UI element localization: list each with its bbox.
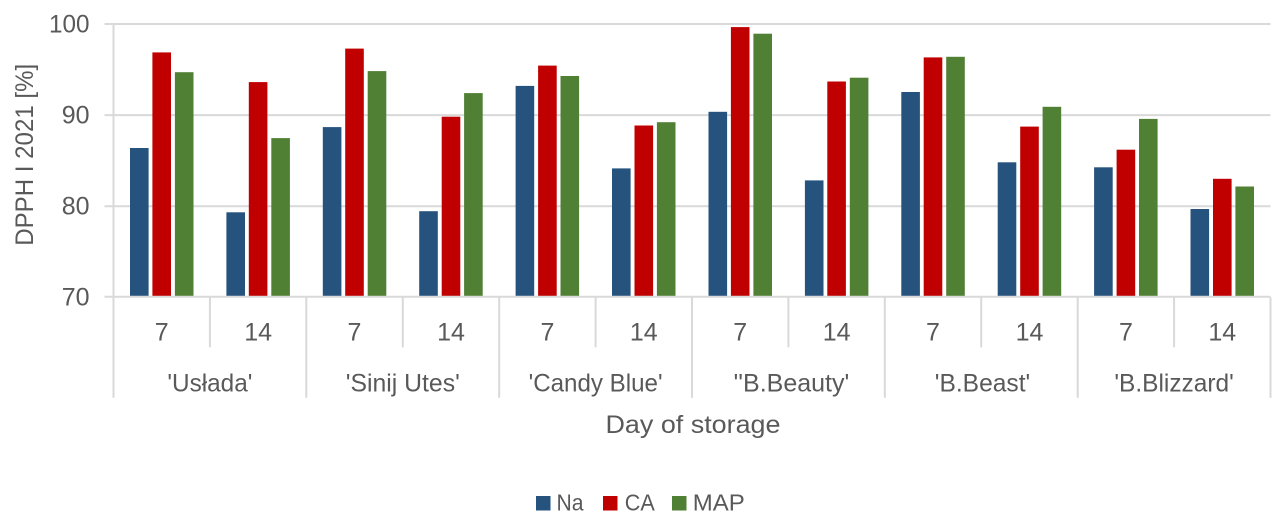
- svg-text:100: 100: [49, 10, 90, 38]
- svg-text:Day of storage: Day of storage: [606, 411, 781, 439]
- svg-text:'B.Blizzard': 'B.Blizzard': [1114, 370, 1234, 398]
- svg-text:''B.Beauty': ''B.Beauty': [734, 370, 850, 398]
- svg-text:7: 7: [733, 318, 747, 346]
- svg-text:14: 14: [1016, 318, 1044, 346]
- svg-text:DPPH I 2021 [%]: DPPH I 2021 [%]: [11, 64, 39, 246]
- svg-text:'Sinij Utes': 'Sinij Utes': [346, 370, 460, 398]
- svg-text:MAP: MAP: [693, 490, 745, 516]
- svg-text:'B.Beast': 'B.Beast': [935, 370, 1031, 398]
- svg-text:7: 7: [926, 318, 940, 346]
- svg-text:CA: CA: [625, 490, 656, 516]
- svg-text:'Candy Blue': 'Candy Blue': [529, 370, 663, 398]
- svg-text:70: 70: [62, 284, 90, 312]
- svg-text:7: 7: [1119, 318, 1133, 346]
- svg-text:14: 14: [244, 318, 272, 346]
- svg-text:14: 14: [823, 318, 851, 346]
- svg-text:7: 7: [348, 318, 362, 346]
- svg-text:90: 90: [62, 102, 90, 130]
- svg-text:14: 14: [437, 318, 465, 346]
- svg-text:Na: Na: [557, 490, 584, 516]
- svg-text:'Usłada': 'Usłada': [167, 370, 252, 398]
- svg-text:14: 14: [630, 318, 658, 346]
- svg-text:7: 7: [155, 318, 169, 346]
- svg-text:7: 7: [540, 318, 554, 346]
- svg-text:14: 14: [1208, 318, 1236, 346]
- svg-text:80: 80: [62, 193, 90, 221]
